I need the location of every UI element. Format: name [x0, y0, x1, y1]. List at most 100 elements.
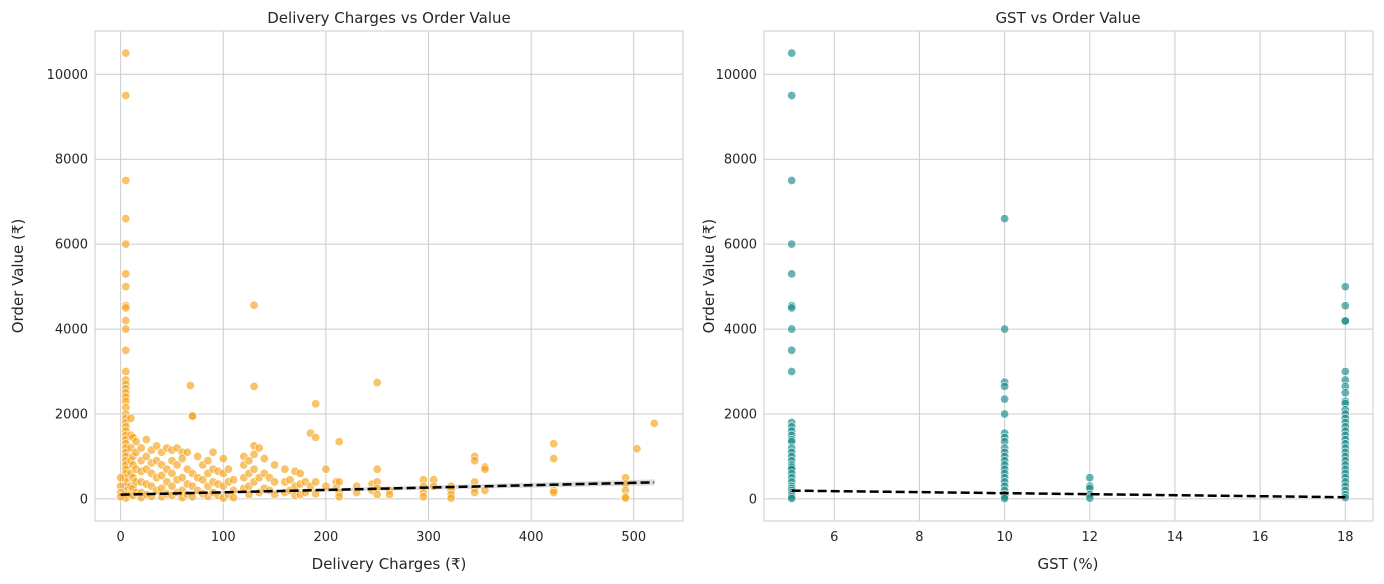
data-point [787, 303, 797, 313]
grid [764, 31, 1373, 521]
data-point [121, 269, 131, 279]
y-tick-label: 8000 [55, 153, 88, 168]
y-tick-label: 2000 [724, 407, 757, 422]
chart-gst-vs-order: 6 8 10 12 14 16 18 0 2000 4000 6000 8000 10000 GST … [700, 9, 1374, 573]
data-point [1340, 367, 1350, 377]
y-tick-label: 6000 [724, 238, 757, 253]
data-point [311, 432, 321, 442]
data-point [1085, 493, 1095, 503]
data-point [787, 269, 797, 279]
data-point [787, 48, 797, 58]
data-point [152, 441, 162, 451]
trend-line [791, 489, 1346, 499]
y-tick-labels: 0 2000 4000 6000 8000 10000 [47, 68, 88, 508]
y-tick-label: 2000 [55, 407, 88, 422]
data-point [1000, 381, 1010, 391]
x-tick-label: 500 [621, 530, 646, 545]
data-point [121, 91, 131, 101]
data-point [1000, 409, 1010, 419]
data-point [787, 493, 797, 503]
data-point [321, 464, 331, 474]
data-point [470, 456, 480, 466]
chart-delivery-vs-order: 0 100 200 300 400 500 0200040006000800010000 … [9, 9, 684, 573]
data-point [218, 454, 228, 464]
data-point [249, 464, 259, 474]
data-point [121, 324, 131, 334]
y-tick-label: 6000 [55, 238, 88, 253]
data-point [177, 473, 187, 483]
y-tick-label: 10000 [47, 68, 88, 83]
data-point [167, 481, 177, 491]
data-point [254, 443, 264, 453]
y-tick-label: 0 [80, 492, 88, 507]
data-point [259, 454, 269, 464]
regression-line [791, 489, 1346, 499]
data-point [121, 282, 131, 292]
x-tick-label: 14 [1167, 530, 1184, 545]
data-point [270, 490, 280, 500]
x-tick-labels: 6 8 10 12 14 16 18 [830, 530, 1353, 545]
data-point [121, 214, 131, 224]
data-point [1340, 282, 1350, 292]
data-point [787, 345, 797, 355]
data-point [270, 477, 280, 487]
data-point [418, 492, 428, 502]
data-point [136, 443, 146, 453]
data-point [372, 464, 382, 474]
data-point [167, 468, 177, 478]
data-point [121, 367, 131, 377]
data-point [121, 239, 131, 249]
data-point [249, 449, 259, 459]
data-point [1340, 316, 1350, 326]
data-point [372, 490, 382, 500]
x-axis-label: Delivery Charges (₹) [312, 555, 467, 573]
data-point [172, 460, 182, 470]
x-tick-label: 10 [996, 530, 1013, 545]
y-tick-labels: 0 2000 4000 6000 8000 10000 [716, 68, 757, 508]
data-point [198, 475, 208, 485]
y-tick-label: 10000 [716, 68, 757, 83]
x-tick-label: 200 [313, 530, 338, 545]
y-axis-label: Order Value (₹) [9, 219, 27, 334]
data-point [1000, 324, 1010, 334]
data-point [1340, 301, 1350, 311]
y-tick-label: 0 [749, 492, 757, 507]
data-point [244, 456, 254, 466]
chart-title: Delivery Charges vs Order Value [267, 9, 511, 27]
data-point [334, 437, 344, 447]
plot-area [764, 31, 1373, 521]
x-tick-label: 0 [117, 530, 125, 545]
data-point [270, 460, 280, 470]
data-point [208, 447, 218, 457]
data-point [1000, 493, 1010, 503]
plot-frame [763, 30, 1374, 522]
chart-title: GST vs Order Value [995, 9, 1140, 27]
x-tick-labels: 0 100 200 300 400 500 [117, 530, 647, 545]
x-tick-label: 16 [1252, 530, 1269, 545]
plot-frame [94, 30, 684, 522]
data-point [372, 378, 382, 388]
x-tick-label: 100 [211, 530, 236, 545]
data-point [157, 471, 167, 481]
data-point [249, 300, 259, 310]
data-point [185, 381, 195, 391]
data-point [1000, 214, 1010, 224]
data-point [385, 490, 395, 500]
data-point [1085, 473, 1095, 483]
regression-line [120, 481, 655, 496]
data-point [121, 175, 131, 185]
x-axis-label: GST (%) [1037, 555, 1098, 573]
data-point [311, 399, 321, 409]
data-point [249, 381, 259, 391]
data-point [229, 475, 239, 485]
data-point [121, 303, 131, 313]
data-point [131, 437, 141, 447]
data-point [1000, 394, 1010, 404]
data-point [193, 451, 203, 461]
data-point [632, 444, 642, 454]
data-point [229, 493, 239, 503]
data-point [621, 493, 631, 503]
x-tick-label: 12 [1082, 530, 1099, 545]
y-axis-label: Order Value (₹) [700, 219, 718, 334]
y-tick-label: 4000 [55, 323, 88, 338]
